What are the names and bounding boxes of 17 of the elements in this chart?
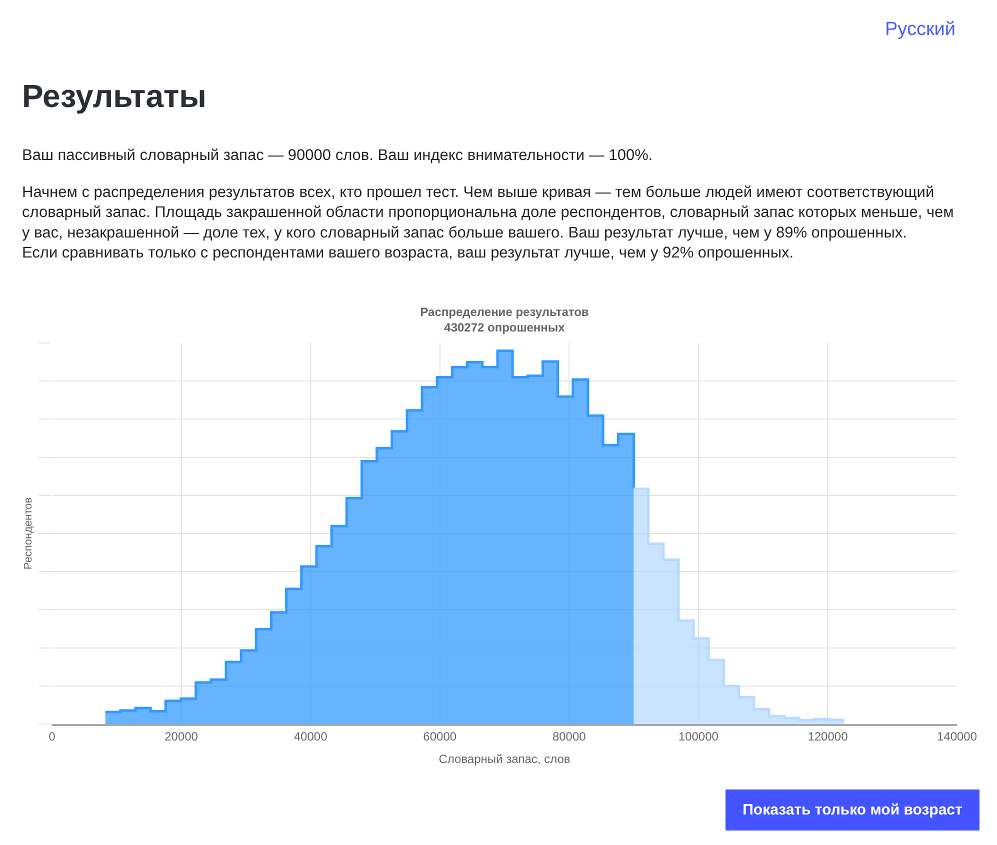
x-axis-title: Словарный запас, слов [438,752,570,766]
x-tick-label: 40000 [294,729,328,744]
y-axis-title: Респондентов [22,497,35,570]
chart-title: Распределение результатов [420,305,589,319]
x-tick-label: 60000 [423,729,457,744]
x-tick-label: 20000 [164,729,198,744]
x-tick-label: 140000 [936,729,978,744]
text: Русский [885,19,956,40]
x-tick-label: 100000 [678,729,719,744]
x-tick-label: 0 [48,729,56,744]
text: Ваш пассивный словарный запас — 90000 слов. Ваш индекс внимательности — 100%. [22,147,653,164]
x-tick-label: 80000 [552,729,586,744]
text: Начнем с распределения результатов всех, кто прошел тест. Чем выше кривая — тем больше людей имеют соответствующий словарный запас. Площадь закрашенной области пропорциональна доле респондентов, словарный запас которых меньше, чем у вас, незакрашенной — доле тех, у кого словарный запас больше вашего. Ваш результат лучше, чем у 89% опрошенных. Если сравнивать только с респондентами вашего возраста, ваш результат лучше, чем у 92% опрошенных. [22,184,954,262]
x-tick-label: 120000 [808,729,848,744]
text: Результаты [22,78,206,114]
text: Показать только мой возраст [742,802,962,818]
chart-subtitle: 430272 опрошенных [444,320,566,335]
